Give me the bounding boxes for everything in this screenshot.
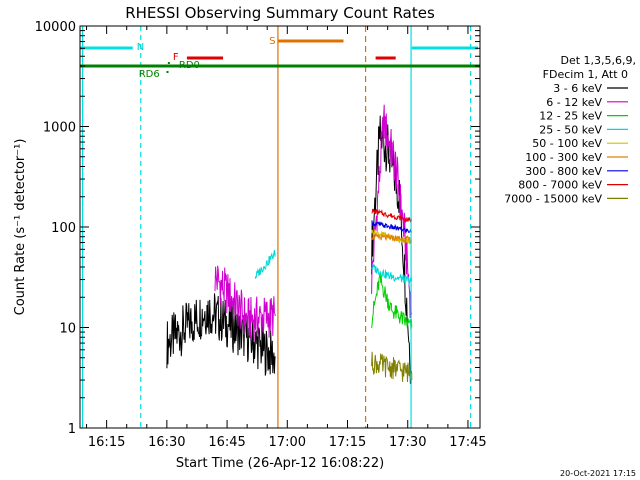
x-axis: 16:15 16:30 16:45 17:00 17:15 17:30 17:45 [86, 26, 487, 450]
series-line [371, 220, 413, 234]
series-line [254, 250, 276, 279]
y-tick-label: 1000 [43, 121, 76, 136]
x-tick-label: 17:30 [389, 435, 426, 450]
legend-label: 50 - 100 keV [532, 137, 602, 150]
x-tick-label: 17:45 [449, 435, 486, 450]
saa-flag-label: S [269, 36, 275, 47]
chart-title: RHESSI Observing Summary Count Rates [125, 4, 435, 22]
x-tick-label: 16:15 [88, 435, 125, 450]
x-tick-label: 16:45 [208, 435, 245, 450]
rd0-flag-marker [167, 62, 170, 64]
y-axis: 1 10 100 1000 10000 [35, 20, 480, 437]
legend-label: 12 - 25 keV [539, 110, 602, 123]
flare-flag-label: F [173, 52, 179, 63]
legend-label: 300 - 800 keV [525, 165, 602, 178]
x-tick-label: 17:15 [329, 435, 366, 450]
x-tick-label: 17:00 [269, 435, 306, 450]
series-line [371, 115, 413, 384]
legend-title-line-1: Det 1,3,5,6,9, [560, 54, 636, 67]
legend-label: 7000 - 15000 keV [504, 192, 602, 205]
rd6-flag-marker [166, 71, 169, 73]
series-line [371, 208, 413, 223]
y-tick-label: 10 [59, 322, 76, 337]
night-flag-label: N [137, 42, 144, 53]
legend-label: 6 - 12 keV [546, 96, 602, 109]
series-line [371, 272, 413, 331]
x-axis-label: Start Time (26-Apr-12 16:08:22) [176, 456, 384, 471]
series-line [371, 232, 413, 244]
legend-label: 100 - 300 keV [525, 151, 602, 164]
series-line [166, 293, 276, 376]
legend-label: 3 - 6 keV [553, 82, 602, 95]
y-tick-label: 1 [68, 422, 76, 437]
x-tick-label: 16:30 [148, 435, 185, 450]
y-axis-label: Count Rate (s⁻¹ detector⁻¹) [13, 139, 28, 316]
series-line [371, 264, 413, 285]
series-line [371, 351, 413, 384]
y-tick-label: 10000 [35, 20, 76, 35]
y-tick-label: 100 [51, 221, 76, 236]
series-line [214, 265, 276, 342]
series-line [371, 104, 413, 319]
rd0-flag-label: RD0 [179, 60, 200, 71]
legend-label: 25 - 50 keV [539, 123, 602, 136]
footer-timestamp: 20-Oct-2021 17:15 [560, 469, 636, 478]
data-traces [166, 104, 413, 384]
legend-label: 800 - 7000 keV [518, 179, 602, 192]
rd6-flag-label: RD6 [139, 69, 160, 80]
legend: Det 1,3,5,6,9, FDecim 1, Att 0 3 - 6 keV… [504, 54, 636, 205]
legend-title-line-2: FDecim 1, Att 0 [543, 68, 628, 81]
